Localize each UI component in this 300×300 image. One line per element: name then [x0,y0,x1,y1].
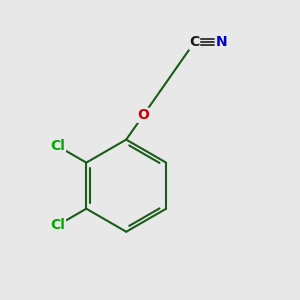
Text: O: O [137,108,149,122]
Text: C: C [189,35,200,49]
Text: N: N [215,35,227,49]
Text: Cl: Cl [51,139,65,153]
Text: Cl: Cl [51,218,65,232]
